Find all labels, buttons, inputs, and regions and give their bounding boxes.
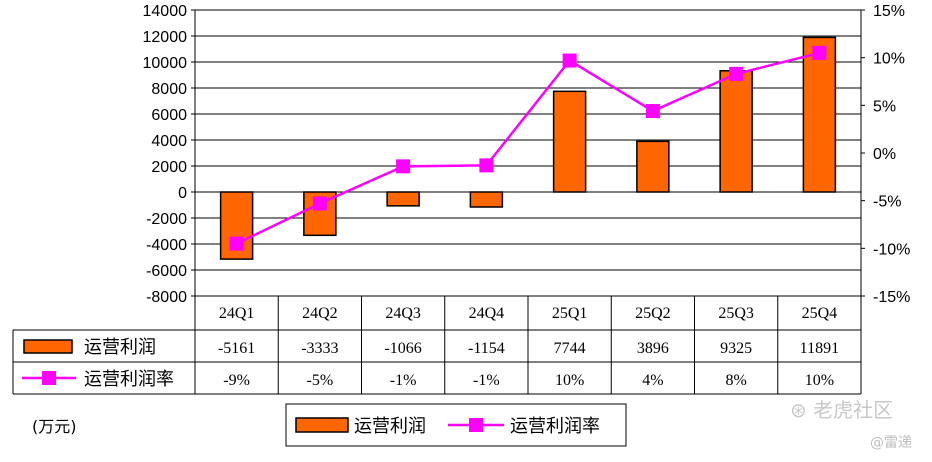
left-tick-label: 12000 xyxy=(143,29,188,46)
line-value-label: -1% xyxy=(390,372,417,389)
line-value-label: 10% xyxy=(805,372,834,389)
watermark-label: 老虎社区 xyxy=(813,398,894,422)
category-label: 24Q4 xyxy=(469,305,505,322)
plot-border xyxy=(194,9,862,297)
line-path xyxy=(236,51,820,245)
data-table: 24Q1 -5161 -9% 24Q2 -3333 -5% 24Q3 -1066 -1% 24Q4… xyxy=(12,296,862,395)
bar-value-label: -5161 xyxy=(218,340,255,357)
left-tick-label: -4000 xyxy=(146,237,187,254)
right-tick-label: 10% xyxy=(873,51,905,68)
left-tick-label: 8000 xyxy=(151,81,187,98)
left-tick-label: 0 xyxy=(178,185,187,202)
grid-lines xyxy=(191,9,865,297)
legend: 运营利润 运营利润率 xyxy=(285,403,627,447)
bar xyxy=(719,70,753,193)
left-tick-label: -6000 xyxy=(146,263,187,280)
bar-value-label: -1154 xyxy=(468,340,505,357)
legend-label-line: 运营利润率 xyxy=(510,416,600,437)
category-label: 25Q2 xyxy=(635,305,671,322)
category-label: 25Q3 xyxy=(718,305,754,322)
left-tick-label: 14000 xyxy=(143,3,188,20)
line-point xyxy=(729,66,744,81)
line-value-label: 4% xyxy=(642,372,663,389)
line-point xyxy=(396,159,411,174)
category-label: 24Q2 xyxy=(302,305,338,322)
bar-value-label: -1066 xyxy=(384,340,421,357)
left-tick-label: 10000 xyxy=(143,55,188,72)
right-tick-label: 5% xyxy=(873,98,896,115)
line-value-label: 8% xyxy=(725,372,746,389)
right-tick-label: -15% xyxy=(873,289,910,306)
unit-label: (万元) xyxy=(32,417,77,436)
line-value-label: -9% xyxy=(223,372,250,389)
right-tick-label: -10% xyxy=(873,241,910,258)
category-label: 24Q3 xyxy=(385,305,421,322)
left-tick-label: 2000 xyxy=(151,159,187,176)
bar xyxy=(469,191,504,208)
legend-key-marker xyxy=(469,418,483,432)
row-header-bar: 运营利润 xyxy=(84,337,156,358)
bar-value-label: 7744 xyxy=(554,340,586,357)
left-tick-label: -8000 xyxy=(146,289,187,306)
bar-value-label: 3896 xyxy=(637,340,669,357)
row-key-marker xyxy=(42,371,56,385)
line-value-label: -1% xyxy=(473,372,500,389)
legend-label-bar: 运营利润 xyxy=(354,416,426,437)
bar-value-label: 9325 xyxy=(720,340,752,357)
bar xyxy=(386,191,420,207)
category-label: 24Q1 xyxy=(219,305,255,322)
bar-value-label: 11891 xyxy=(800,340,839,357)
bar xyxy=(802,36,837,193)
left-tick-label: 4000 xyxy=(151,133,187,150)
line-point xyxy=(229,236,244,251)
line-point xyxy=(645,104,660,119)
right-tick-label: -5% xyxy=(873,194,901,211)
row-key-bar xyxy=(23,339,73,354)
watermark-icon: ⊛ xyxy=(790,398,807,422)
category-label: 25Q1 xyxy=(552,305,588,322)
left-tick-label: 6000 xyxy=(151,107,187,124)
bar xyxy=(636,140,670,193)
bar-value-label: -3333 xyxy=(301,340,338,357)
legend-key-bar xyxy=(295,417,349,433)
left-tick-label: -2000 xyxy=(146,211,187,228)
line-value-label: 10% xyxy=(555,372,584,389)
line-point xyxy=(562,53,577,68)
bar xyxy=(552,90,587,193)
right-axis-ticks: 15% 10% 5% 0% -5% -10% -15% xyxy=(873,3,910,306)
category-label: 25Q4 xyxy=(802,305,838,322)
watermark-text: ⊛ 老虎社区 xyxy=(790,394,893,423)
line-series xyxy=(229,45,827,251)
left-axis-ticks: -8000 -6000 -4000 -2000 0 2000 4000 6000 8000 100… xyxy=(143,3,188,306)
right-tick-label: 0% xyxy=(873,146,896,163)
bar-series xyxy=(219,36,837,260)
watermark-sub: @雷递 xyxy=(870,435,912,451)
line-point xyxy=(312,196,327,211)
line-value-label: -5% xyxy=(307,372,334,389)
right-tick-label: 15% xyxy=(873,3,905,20)
line-point xyxy=(479,158,494,173)
line-point xyxy=(812,45,827,60)
row-header-line: 运营利润率 xyxy=(84,369,174,390)
